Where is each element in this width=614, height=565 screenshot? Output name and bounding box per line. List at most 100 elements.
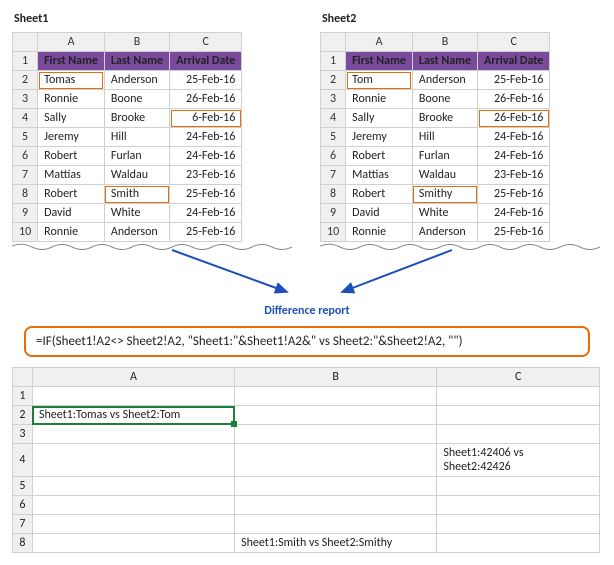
- row-3[interactable]: 3: [321, 90, 346, 109]
- cell[interactable]: Ronnie: [38, 90, 105, 109]
- cell[interactable]: 23-Feb-16: [170, 166, 242, 185]
- cell[interactable]: Hill: [104, 128, 169, 147]
- cell[interactable]: Sheet1:42406 vs Sheet2:42426: [437, 444, 600, 477]
- cell[interactable]: Jeremy: [346, 128, 413, 147]
- col-B[interactable]: B: [235, 368, 437, 387]
- cell[interactable]: [437, 406, 600, 425]
- cell[interactable]: Tom: [346, 71, 413, 90]
- cell[interactable]: 25-Feb-16: [170, 223, 242, 242]
- cell[interactable]: 26-Feb-16: [478, 90, 550, 109]
- cell[interactable]: [32, 515, 234, 534]
- hdr-arrival-date[interactable]: Arrival Date: [170, 52, 242, 71]
- cell[interactable]: 25-Feb-16: [478, 223, 550, 242]
- hdr-last-name[interactable]: Last Name: [104, 52, 169, 71]
- cell[interactable]: [235, 425, 437, 444]
- cell[interactable]: 6-Feb-16: [170, 109, 242, 128]
- row-10[interactable]: 10: [321, 223, 346, 242]
- cell[interactable]: Anderson: [412, 223, 477, 242]
- cell[interactable]: White: [412, 204, 477, 223]
- cell[interactable]: 25-Feb-16: [170, 71, 242, 90]
- row-6[interactable]: 6: [13, 147, 38, 166]
- cell[interactable]: [32, 387, 234, 406]
- corner[interactable]: [13, 33, 38, 52]
- row-2[interactable]: 2: [13, 71, 38, 90]
- row-5[interactable]: 5: [13, 477, 33, 496]
- cell[interactable]: Jeremy: [38, 128, 105, 147]
- cell[interactable]: Sally: [38, 109, 105, 128]
- cell[interactable]: [437, 425, 600, 444]
- cell[interactable]: Ronnie: [346, 90, 413, 109]
- cell[interactable]: [235, 515, 437, 534]
- cell[interactable]: Ronnie: [38, 223, 105, 242]
- row-10[interactable]: 10: [13, 223, 38, 242]
- cell[interactable]: 24-Feb-16: [170, 128, 242, 147]
- row-2[interactable]: 2: [321, 71, 346, 90]
- row-3[interactable]: 3: [13, 90, 38, 109]
- row-7[interactable]: 7: [13, 166, 38, 185]
- cell[interactable]: 26-Feb-16: [478, 109, 550, 128]
- cell[interactable]: Brooke: [104, 109, 169, 128]
- cell[interactable]: 24-Feb-16: [170, 204, 242, 223]
- col-B[interactable]: B: [104, 33, 169, 52]
- row-8[interactable]: 8: [321, 185, 346, 204]
- cell[interactable]: Boone: [412, 90, 477, 109]
- cell[interactable]: [32, 425, 234, 444]
- cell[interactable]: [235, 477, 437, 496]
- cell[interactable]: White: [104, 204, 169, 223]
- cell[interactable]: [235, 387, 437, 406]
- cell[interactable]: [437, 515, 600, 534]
- sheet2-table[interactable]: A B C 1 First Name Last Name Arrival Dat…: [320, 32, 550, 242]
- col-C[interactable]: C: [437, 368, 600, 387]
- cell[interactable]: David: [346, 204, 413, 223]
- result-table[interactable]: A B C 12Sheet1:Tomas vs Sheet2:Tom34Shee…: [12, 367, 600, 553]
- corner[interactable]: [13, 368, 33, 387]
- cell[interactable]: Smith: [104, 185, 169, 204]
- hdr-first-name[interactable]: First Name: [38, 52, 105, 71]
- row-5[interactable]: 5: [13, 128, 38, 147]
- col-C[interactable]: C: [478, 33, 550, 52]
- row-1[interactable]: 1: [321, 52, 346, 71]
- row-2[interactable]: 2: [13, 406, 33, 425]
- cell[interactable]: 23-Feb-16: [478, 166, 550, 185]
- sheet1-table[interactable]: A B C 1 First Name Last Name Arrival Dat…: [12, 32, 242, 242]
- cell[interactable]: 25-Feb-16: [478, 71, 550, 90]
- cell[interactable]: Sally: [346, 109, 413, 128]
- cell[interactable]: 24-Feb-16: [478, 147, 550, 166]
- col-C[interactable]: C: [170, 33, 242, 52]
- cell[interactable]: 25-Feb-16: [170, 185, 242, 204]
- cell[interactable]: [437, 387, 600, 406]
- row-6[interactable]: 6: [13, 496, 33, 515]
- col-A[interactable]: A: [32, 368, 234, 387]
- corner[interactable]: [321, 33, 346, 52]
- cell[interactable]: [32, 444, 234, 477]
- row-8[interactable]: 8: [13, 534, 33, 553]
- row-5[interactable]: 5: [321, 128, 346, 147]
- cell[interactable]: [437, 496, 600, 515]
- cell[interactable]: [235, 444, 437, 477]
- cell[interactable]: Robert: [38, 185, 105, 204]
- cell[interactable]: Hill: [412, 128, 477, 147]
- cell[interactable]: Tomas: [38, 71, 105, 90]
- row-1[interactable]: 1: [13, 387, 33, 406]
- cell[interactable]: Furlan: [412, 147, 477, 166]
- cell[interactable]: [235, 496, 437, 515]
- cell[interactable]: 24-Feb-16: [170, 147, 242, 166]
- cell[interactable]: Anderson: [104, 71, 169, 90]
- cell[interactable]: [32, 496, 234, 515]
- row-8[interactable]: 8: [13, 185, 38, 204]
- row-4[interactable]: 4: [321, 109, 346, 128]
- hdr-arrival-date[interactable]: Arrival Date: [478, 52, 550, 71]
- row-7[interactable]: 7: [13, 515, 33, 534]
- row-1[interactable]: 1: [13, 52, 38, 71]
- cell[interactable]: Robert: [346, 147, 413, 166]
- hdr-first-name[interactable]: First Name: [346, 52, 413, 71]
- cell[interactable]: Anderson: [104, 223, 169, 242]
- cell[interactable]: [235, 406, 437, 425]
- cell[interactable]: Smithy: [412, 185, 477, 204]
- row-9[interactable]: 9: [321, 204, 346, 223]
- cell[interactable]: 24-Feb-16: [478, 128, 550, 147]
- cell[interactable]: Ronnie: [346, 223, 413, 242]
- row-3[interactable]: 3: [13, 425, 33, 444]
- cell[interactable]: David: [38, 204, 105, 223]
- col-B[interactable]: B: [412, 33, 477, 52]
